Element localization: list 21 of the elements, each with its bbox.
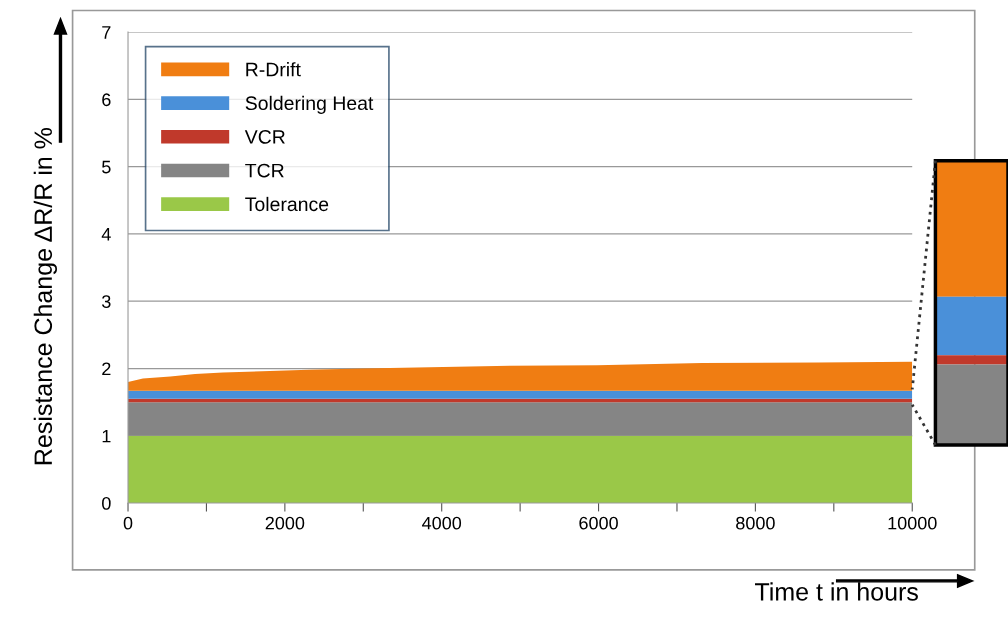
legend-label: TCR: [245, 163, 284, 178]
y-tick-label: 4: [101, 228, 111, 241]
legend-label: R-Drift: [246, 62, 301, 77]
x-tick-label: 6000: [579, 516, 618, 530]
x-tick-label: 0: [123, 516, 133, 530]
legend-label: VCR: [244, 130, 285, 144]
x-tick-label: 2000: [265, 516, 305, 530]
legend-label: Tolerance: [245, 196, 329, 212]
x-tick-label: 4000: [422, 516, 462, 530]
y-tick-label: 5: [102, 160, 111, 174]
x-tick-label: 8000: [736, 516, 775, 530]
x-axis-title: Time t in hours: [755, 582, 918, 601]
y-tick-label: 3: [102, 295, 111, 308]
y-tick-label: 1: [102, 429, 111, 443]
legend-label: Soldering Heat: [245, 95, 374, 114]
y-tick-label: 6: [102, 93, 111, 107]
y-axis-title: Resistance Change ΔR/R in %: [33, 127, 58, 465]
y-tick-label: 0: [102, 496, 111, 510]
y-tick-label: 2: [102, 362, 111, 376]
x-tick-label: 10000: [888, 516, 937, 530]
y-tick-label: 7: [102, 26, 111, 39]
